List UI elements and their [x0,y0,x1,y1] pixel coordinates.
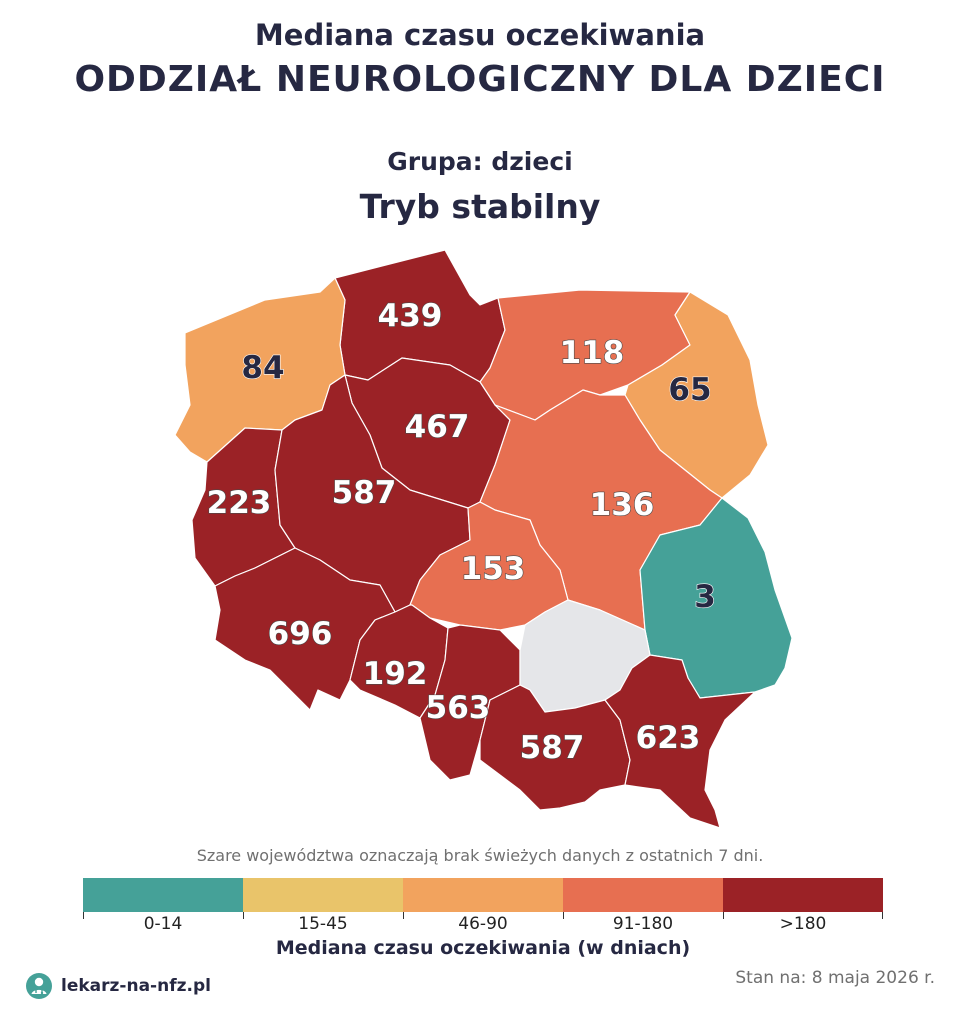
region-value-podlaskie: 65 [668,372,711,408]
region-slaskie [419,624,521,781]
region-value-pomorskie: 439 [378,298,443,334]
map-title: ODDZIAŁ NEUROLOGICZNY DLA DZIECI [0,58,960,102]
region-lodzkie [409,501,569,631]
legend-segment [403,878,563,912]
legend-segment [563,878,723,912]
region-value-lubelskie: 3 [694,579,716,615]
region-malopolskie [479,684,631,811]
legend-label: >180 [779,914,827,934]
region-value-zachodniopomorskie: 84 [241,350,284,386]
legend-segment [83,878,243,912]
region-value-warminsko-mazurskie: 118 [560,335,625,371]
group-label: Grupa: dzieci [387,147,573,176]
region-value-slaskie: 563 [426,690,491,726]
legend-labels: 0-14 15-45 46-90 91-180 >180 [83,914,883,934]
region-value-opolskie: 192 [363,656,428,692]
brand[interactable]: lekarz-na-nfz.pl [25,970,211,1002]
mode-label: Tryb stabilny [359,187,601,226]
region-value-malopolskie: 587 [520,730,585,766]
legend-ticks [83,912,883,920]
data-date: Stan na: 8 maja 2026 r. [735,968,935,988]
legend-label: 15-45 [298,914,348,934]
region-value-mazowieckie: 136 [590,487,655,523]
region-value-lodzkie: 153 [461,551,526,587]
brand-name: lekarz-na-nfz.pl [61,976,211,996]
legend-title: Mediana czasu oczekiwania (w dniach) [275,937,691,959]
legend-label: 91-180 [612,914,674,934]
region-value-dolnoslaskie: 696 [268,616,333,652]
region-value-lubuskie: 223 [207,485,272,521]
region-value-wielkopolskie: 587 [332,475,397,511]
no-data-note: Szare województwa oznaczają brak świeżyc… [196,846,764,865]
legend-segment [723,878,883,912]
legend-segment [243,878,403,912]
region-value-podkarpackie: 623 [636,720,701,756]
legend-colorbar [83,878,883,912]
map-subtitle: Mediana czasu oczekiwania [254,18,706,52]
legend-label: 46-90 [458,914,508,934]
doctor-icon [26,973,52,999]
region-podkarpackie [604,654,756,829]
map-title-text: ODDZIAŁ NEUROLOGICZNY DLA DZIECI [74,59,886,100]
legend-label: 0-14 [143,914,183,934]
region-value-kujawsko-pomorskie: 467 [405,409,470,445]
